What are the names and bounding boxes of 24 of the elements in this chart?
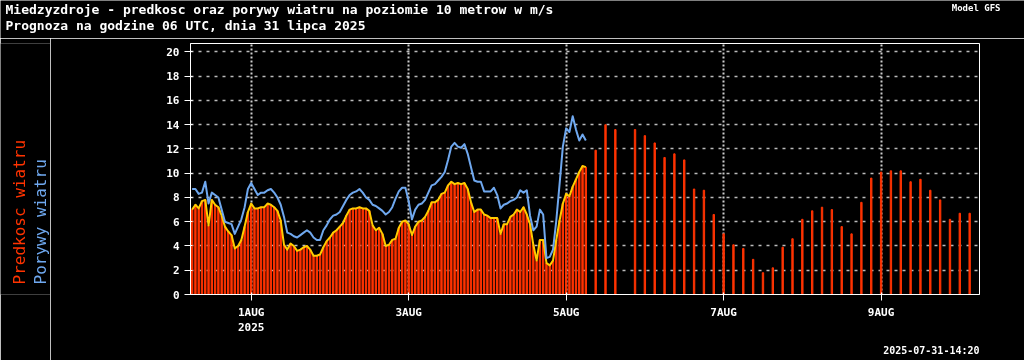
x-tick-label: 1AUG 2025 [237,305,265,335]
line-series [191,115,587,260]
y-tick-label: 16 [166,94,180,108]
x-tick-label: 3AUG [395,305,423,319]
y-tick-label: 0 [172,288,180,302]
text: 2025-07-31-14:20 [883,344,980,356]
y-tick-label: 10 [166,167,180,181]
text: Porywy wiatru [30,159,50,285]
y-tick-label: 20 [166,45,180,59]
chart-subtitle: Prognoza na godzine 06 UTC, dnia 31 lipca 2025 [5,18,366,33]
y-tick-label: 4 [172,240,180,253]
text: Predkosc wiatru [9,139,29,285]
y-tick-label: 8 [172,191,180,205]
line-series [191,164,587,267]
y-tick-label: 12 [166,142,180,156]
chart-title: Miedzyzdroje - predkosc oraz porywy wiatru na poziomie 10 metrow w m/s [5,2,554,17]
x-tick-label: 7AUG [710,305,738,319]
y-tick-label: 18 [166,70,180,84]
text: Model GFS [951,2,1001,13]
y-tick-label: 2 [172,264,180,278]
y-tick-label: 14 [166,118,180,132]
x-tick-label: 5AUG [552,305,580,319]
x-tick-label: 9AUG [867,305,895,319]
y-tick-label: 6 [172,215,180,229]
